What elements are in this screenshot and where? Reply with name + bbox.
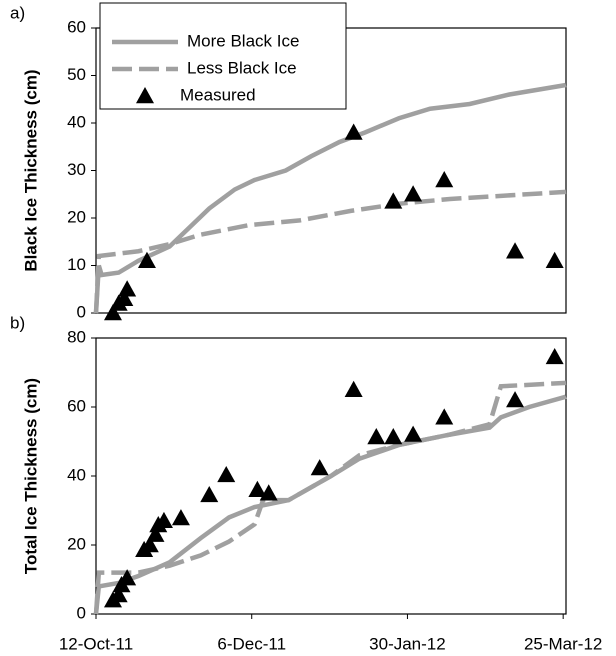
measured-point: [140, 536, 159, 553]
legend-marker: [136, 87, 154, 104]
y-tick-label: 40: [67, 465, 86, 484]
measured-point: [310, 459, 329, 476]
measured-point: [435, 408, 454, 425]
legend: More Black Ice Less Black Ice Measured: [99, 2, 347, 110]
y-tick-label: 0: [77, 302, 86, 321]
y-tick-label: 20: [67, 534, 86, 553]
measured-point: [545, 347, 564, 365]
y-tick-label: 80: [67, 327, 86, 346]
measured-point: [344, 123, 363, 140]
measured-point: [115, 289, 134, 306]
x-tick-label: 25-Mar-12: [524, 634, 602, 653]
y-tick-label: 20: [67, 207, 86, 226]
measured-point: [217, 465, 236, 483]
y-tick-label: 0: [77, 603, 86, 622]
measured-point: [384, 192, 403, 209]
measured-point: [248, 480, 267, 497]
legend-label: Less Black Ice: [187, 58, 297, 77]
measured-point: [384, 428, 403, 445]
measured-point: [118, 569, 137, 586]
y-tick-label: 60: [67, 396, 86, 415]
measured-point: [137, 251, 156, 268]
y-axis-title: Total Ice Thickness (cm): [21, 378, 40, 574]
measured-point: [154, 511, 173, 529]
legend-box: [99, 2, 347, 110]
legend-label: Measured: [180, 85, 256, 104]
measured-point: [404, 425, 423, 442]
x-tick-label: 6-Dec-11: [217, 634, 286, 653]
series-line: [93, 189, 567, 314]
measured-point: [171, 509, 190, 526]
series-line: [93, 394, 567, 615]
measured-point: [109, 586, 128, 603]
y-tick-label: 60: [67, 17, 86, 36]
y-tick-label: 30: [67, 160, 86, 179]
measured-point: [259, 484, 278, 501]
y-axis-title: Black Ice Thickness (cm): [21, 69, 40, 271]
measured-point: [103, 304, 122, 321]
series-line: [93, 82, 567, 314]
legend-label: More Black Ice: [187, 31, 299, 50]
panel-label: b): [10, 313, 25, 332]
x-tick-label: 12-Oct-11: [59, 634, 133, 653]
y-tick-label: 50: [67, 65, 86, 84]
panel-label: a): [10, 3, 25, 22]
series-line: [93, 380, 567, 615]
measured-point: [545, 251, 564, 268]
y-tick-label: 40: [67, 112, 86, 131]
measured-point: [118, 280, 137, 297]
measured-point: [146, 525, 165, 542]
measured-point: [367, 428, 386, 445]
measured-point: [404, 185, 423, 202]
y-tick-label: 10: [67, 255, 86, 274]
measured-point: [200, 485, 219, 503]
measured-point: [344, 380, 363, 397]
x-tick-label: 30-Jan-12: [369, 634, 446, 653]
measured-point: [435, 171, 454, 188]
measured-point: [506, 242, 525, 259]
measured-point: [506, 391, 525, 408]
